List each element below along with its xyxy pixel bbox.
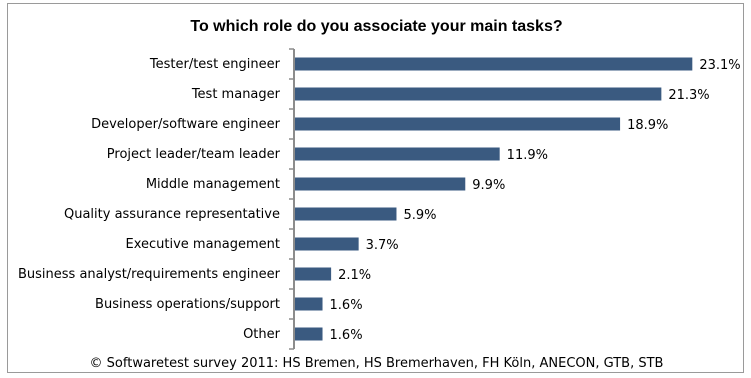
value-label: 3.7% <box>366 238 399 253</box>
value-label: 18.9% <box>627 118 668 133</box>
chart-title: To which role do you associate your main… <box>190 18 563 35</box>
category-label: Project leader/team leader <box>107 147 281 162</box>
category-label: Business analyst/requirements engineer <box>18 267 281 282</box>
bar <box>295 117 621 131</box>
value-label: 23.1% <box>699 58 740 73</box>
value-label: 11.9% <box>507 148 548 163</box>
bar <box>295 177 466 191</box>
value-label: 1.6% <box>330 298 363 313</box>
value-label: 2.1% <box>338 268 371 283</box>
copyright-footer: © Softwaretest survey 2011: HS Bremen, H… <box>89 356 664 371</box>
bar <box>295 267 332 281</box>
value-label: 5.9% <box>403 208 436 223</box>
chart-frame: To which role do you associate your main… <box>7 3 744 373</box>
bar <box>295 147 500 161</box>
value-label: 1.6% <box>330 328 363 343</box>
bar <box>295 87 662 101</box>
category-label: Executive management <box>125 237 280 252</box>
category-label: Test manager <box>191 87 281 102</box>
category-label: Quality assurance representative <box>64 207 280 222</box>
category-label: Developer/software engineer <box>91 117 281 132</box>
category-label: Tester/test engineer <box>149 57 281 72</box>
bar <box>295 207 397 221</box>
value-label: 21.3% <box>668 88 709 103</box>
category-label: Other <box>243 327 281 342</box>
category-label: Middle management <box>146 177 280 192</box>
category-label: Business operations/support <box>95 297 280 312</box>
bar <box>295 297 323 311</box>
bar <box>295 57 693 71</box>
bar-chart: Tester/test engineer 23.1% Test manager 21.… <box>18 48 741 350</box>
bar <box>295 327 323 341</box>
bar <box>295 237 359 251</box>
value-label: 9.9% <box>472 178 505 193</box>
